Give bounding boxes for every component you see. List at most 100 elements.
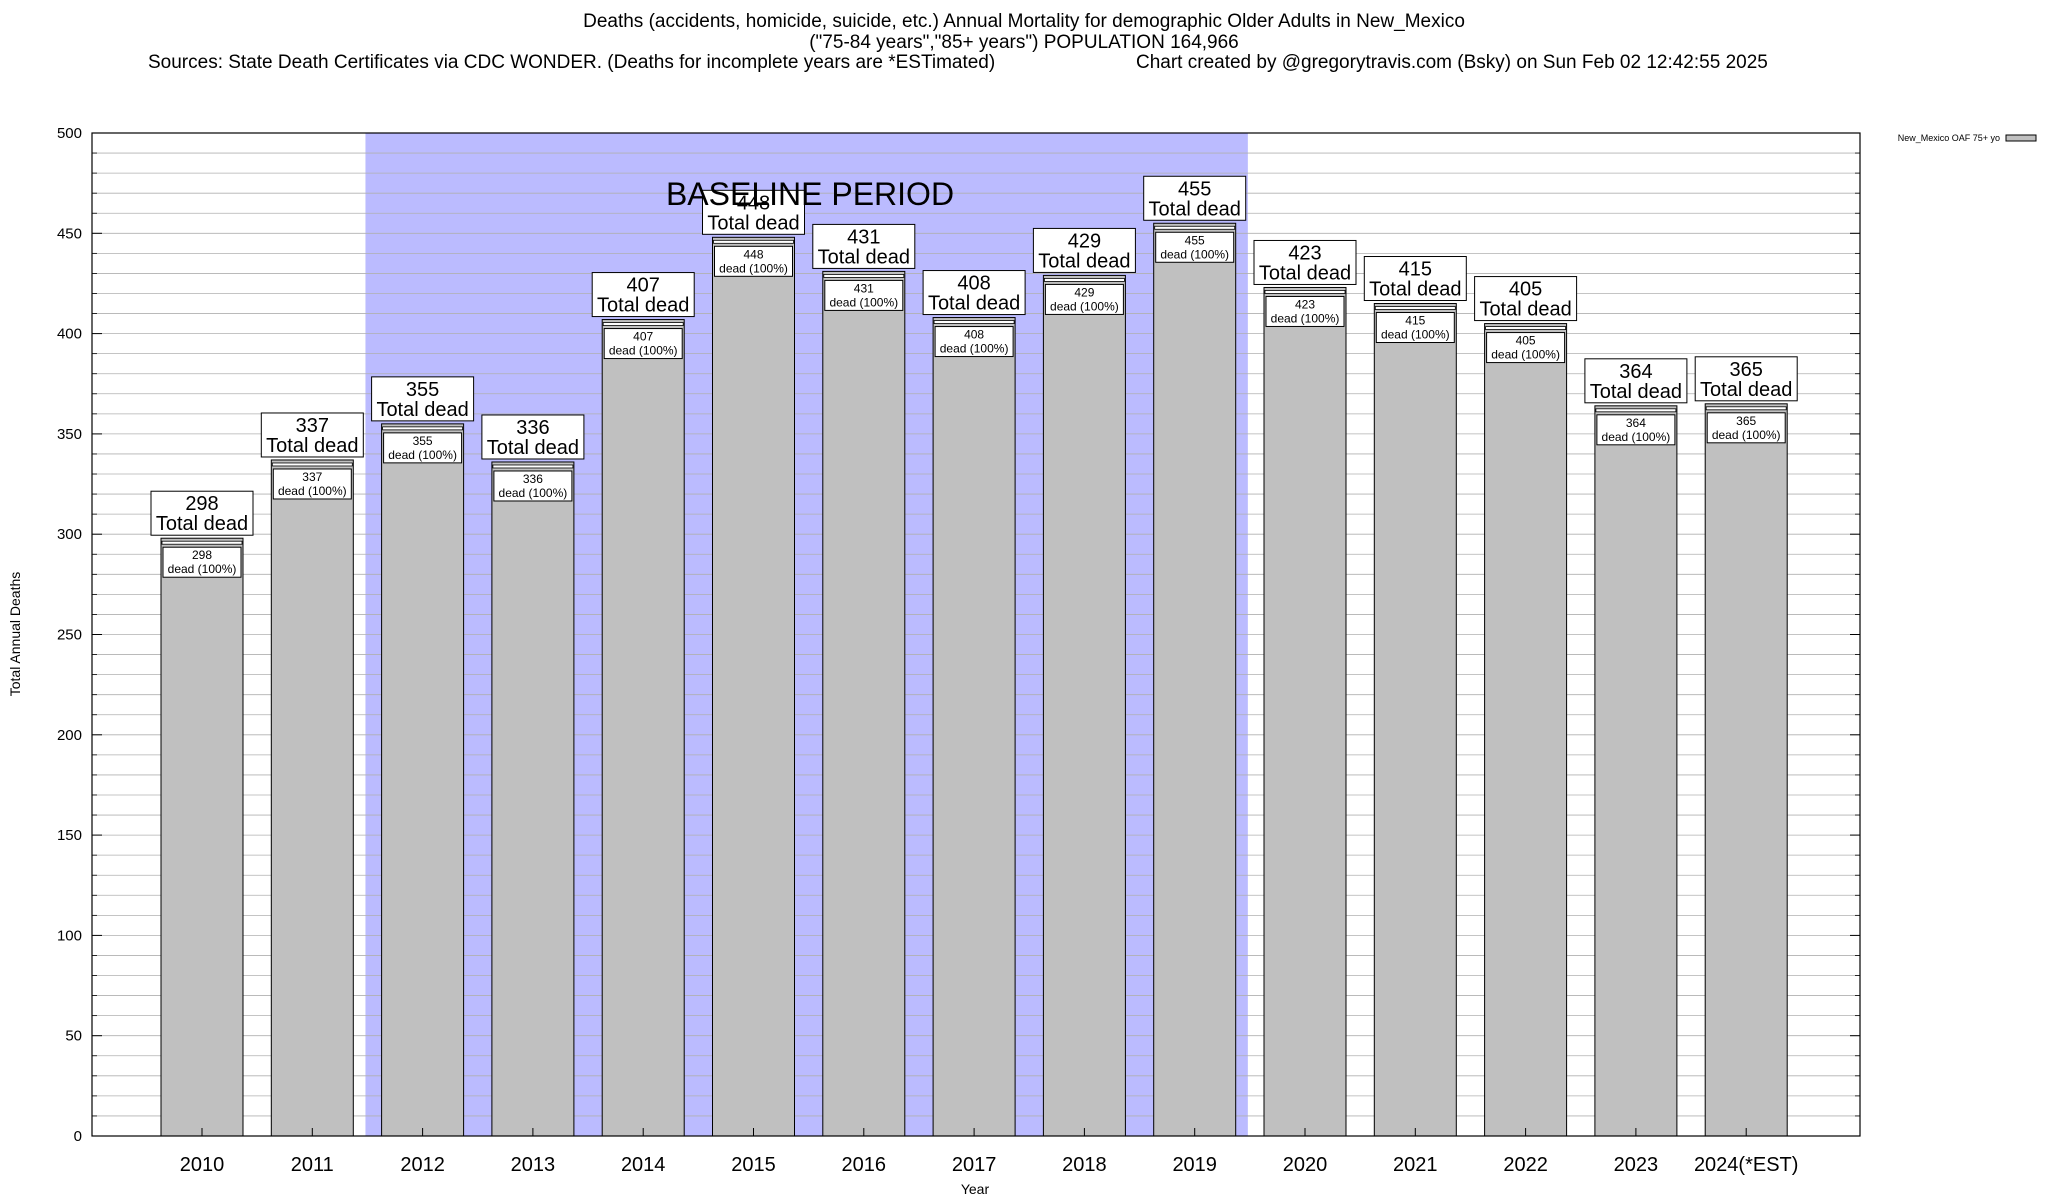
total-label-box bbox=[922, 270, 1026, 316]
legend: New_Mexico OAF 75+ yo bbox=[1898, 133, 2037, 143]
inner-percent-label: dead (100%) bbox=[719, 261, 788, 275]
total-dead-label: Total dead bbox=[928, 293, 1020, 315]
total-value-label: 429 bbox=[1068, 230, 1101, 252]
y-tick-label: 500 bbox=[57, 125, 82, 142]
inner-label-box bbox=[714, 245, 793, 277]
total-label-box bbox=[371, 376, 475, 422]
bar-top-marker bbox=[271, 462, 353, 467]
inner-value-label: 365 bbox=[1736, 414, 1756, 428]
chart-credit: Chart created by @gregorytravis.com (Bsk… bbox=[1136, 52, 1768, 73]
bar-2015 bbox=[712, 236, 795, 1137]
bar-2023 bbox=[1594, 405, 1678, 1137]
x-axis-title: Year bbox=[961, 1181, 990, 1197]
bar-2012 bbox=[381, 423, 465, 1137]
x-tick-label: 2017 bbox=[952, 1154, 997, 1176]
bar-top-marker bbox=[1595, 408, 1677, 413]
total-value-label: 448 bbox=[737, 192, 770, 214]
total-label-box bbox=[150, 490, 254, 536]
bar-2013 bbox=[491, 461, 575, 1137]
inner-value-label: 405 bbox=[1516, 334, 1536, 348]
x-tick-label: 2010 bbox=[180, 1154, 225, 1176]
bar-top-marker bbox=[602, 322, 684, 326]
y-tick-label: 250 bbox=[57, 627, 82, 644]
y-tick-label: 150 bbox=[57, 827, 82, 844]
inner-value-label: 337 bbox=[302, 470, 322, 484]
bar-top-marker bbox=[1044, 278, 1125, 282]
bar-2014 bbox=[601, 319, 685, 1137]
inner-value-label: 431 bbox=[854, 281, 874, 295]
bar-top-marker bbox=[823, 274, 905, 278]
total-label-box bbox=[1253, 239, 1357, 285]
total-value-label: 336 bbox=[516, 417, 549, 439]
inner-percent-label: dead (100%) bbox=[1160, 247, 1229, 261]
inner-value-label: 364 bbox=[1626, 416, 1646, 430]
bar-top-marker bbox=[1264, 290, 1346, 294]
x-tick-label: 2011 bbox=[291, 1154, 334, 1176]
total-value-label: 405 bbox=[1509, 279, 1542, 301]
total-value-label: 408 bbox=[957, 273, 990, 295]
bar-top-marker bbox=[161, 540, 243, 545]
y-tick-label: 450 bbox=[57, 225, 82, 242]
inner-value-label: 415 bbox=[1405, 314, 1425, 328]
bar-2022 bbox=[1484, 323, 1568, 1137]
bar-2011 bbox=[270, 459, 354, 1137]
total-dead-label: Total dead bbox=[156, 513, 248, 535]
inner-label-box bbox=[493, 470, 573, 502]
inner-value-label: 408 bbox=[964, 328, 984, 342]
y-tick-label: 200 bbox=[57, 727, 82, 744]
bar-top-marker bbox=[1705, 406, 1787, 411]
bar-top-marker bbox=[933, 320, 1015, 324]
bar-top-marker bbox=[382, 426, 464, 431]
inner-value-label: 429 bbox=[1074, 285, 1094, 299]
total-label-box bbox=[1584, 358, 1688, 404]
inner-label-box bbox=[1596, 414, 1676, 446]
x-tick-label: 2016 bbox=[842, 1154, 887, 1176]
x-tick-label: 2012 bbox=[400, 1154, 445, 1176]
total-value-label: 423 bbox=[1288, 242, 1321, 264]
total-dead-label: Total dead bbox=[707, 212, 799, 234]
x-tick-label: 2022 bbox=[1503, 1154, 1548, 1176]
inner-percent-label: dead (100%) bbox=[829, 295, 898, 309]
y-tick-label: 300 bbox=[57, 526, 82, 543]
inner-value-label: 448 bbox=[743, 247, 763, 261]
inner-label-box bbox=[934, 326, 1014, 358]
chart-title: Deaths (accidents, homicide, suicide, et… bbox=[583, 11, 1465, 32]
baseline-period-label: BASELINE PERIOD bbox=[666, 176, 954, 212]
total-label-box bbox=[812, 223, 916, 269]
total-label-box bbox=[1694, 356, 1798, 402]
inner-value-label: 355 bbox=[413, 434, 433, 448]
total-dead-label: Total dead bbox=[1369, 279, 1461, 301]
chart-sources: Sources: State Death Certificates via CD… bbox=[148, 52, 996, 73]
x-tick-label: 2023 bbox=[1614, 1154, 1659, 1176]
x-tick-label: 2013 bbox=[511, 1154, 556, 1176]
inner-percent-label: dead (100%) bbox=[499, 486, 568, 500]
legend-label: New_Mexico OAF 75+ yo bbox=[1898, 133, 2000, 143]
bar-2019 bbox=[1153, 222, 1237, 1137]
inner-label-box bbox=[272, 468, 352, 500]
inner-percent-label: dead (100%) bbox=[1491, 348, 1560, 362]
inner-percent-label: dead (100%) bbox=[1381, 328, 1450, 342]
bar-2018 bbox=[1042, 274, 1126, 1137]
inner-percent-label: dead (100%) bbox=[1050, 299, 1119, 313]
bar-top-marker bbox=[713, 239, 794, 244]
bar-2016 bbox=[822, 270, 906, 1137]
bar-top-marker bbox=[1374, 306, 1456, 310]
inner-label-box bbox=[1044, 283, 1124, 315]
total-value-label: 355 bbox=[406, 379, 439, 401]
bar-2020 bbox=[1263, 286, 1347, 1137]
total-label-box bbox=[1032, 227, 1136, 273]
total-label-box bbox=[1363, 256, 1467, 302]
total-value-label: 431 bbox=[847, 226, 880, 248]
inner-label-box bbox=[1486, 332, 1566, 364]
inner-percent-label: dead (100%) bbox=[1712, 428, 1781, 442]
y-tick-label: 400 bbox=[57, 326, 82, 343]
total-dead-label: Total dead bbox=[818, 246, 910, 268]
total-value-label: 364 bbox=[1619, 361, 1652, 383]
bar-2021 bbox=[1373, 303, 1457, 1137]
total-value-label: 365 bbox=[1730, 359, 1763, 381]
legend-swatch bbox=[2005, 134, 2037, 142]
total-dead-label: Total dead bbox=[597, 295, 689, 317]
inner-percent-label: dead (100%) bbox=[278, 484, 347, 498]
total-value-label: 407 bbox=[627, 275, 660, 297]
total-dead-label: Total dead bbox=[1038, 250, 1130, 272]
